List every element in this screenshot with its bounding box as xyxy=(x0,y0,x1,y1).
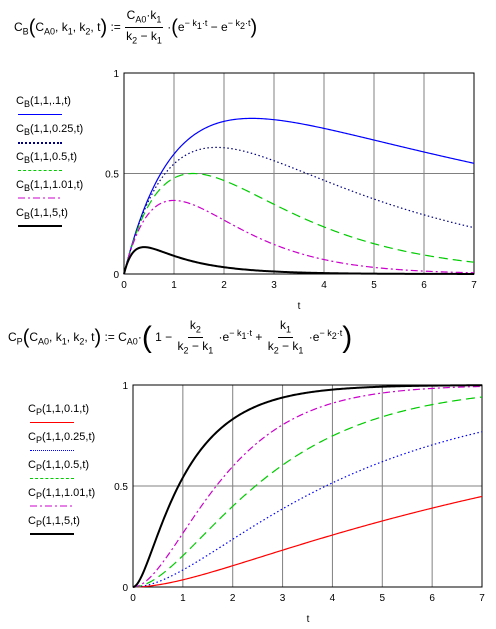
x-tick-label: 5 xyxy=(380,593,386,604)
x-tick-label: 7 xyxy=(479,593,485,604)
legend-swatch xyxy=(30,422,74,423)
series-line-0-0 xyxy=(123,117,475,275)
legend-item-cp-1: CP(1,1,0.25,t) xyxy=(28,431,128,459)
equation-cb-lhs: CB(CA0, k1, k2, t) := xyxy=(14,16,121,39)
y-tick-label: 1 xyxy=(113,69,119,80)
legend-item-cb-4: CB(1,1,5,t) xyxy=(16,207,116,235)
equation-cp-fraction-2: k1 k2 − k1 xyxy=(267,318,304,356)
series-line-0-3 xyxy=(123,199,475,275)
x-tick-label: 7 xyxy=(471,280,477,291)
legend-cb: CB(1,1,.1,t) CB(1,1,0.25,t) CB(1,1,0.5,t… xyxy=(16,95,116,235)
legend-swatch xyxy=(30,450,74,451)
legend-item-cb-3: CB(1,1,1.01,t) xyxy=(16,179,84,199)
y-tick-label: 0.5 xyxy=(114,482,128,493)
legend-item-cp-3: CP(1,1,1.01,t) xyxy=(28,487,96,507)
series-line-1-1 xyxy=(132,431,483,588)
legend-item-cp-0: CP(1,1,0.1,t) xyxy=(28,403,128,431)
x-tick-label: 6 xyxy=(429,593,435,604)
series-line-0-4 xyxy=(123,246,474,275)
y-tick-label: 0.5 xyxy=(105,170,119,181)
x-tick-label: 0 xyxy=(121,280,127,291)
y-tick-label: 1 xyxy=(122,381,128,392)
equation-cp-fraction-1: k2 k2 − k1 xyxy=(177,318,214,356)
legend-swatch xyxy=(18,114,62,115)
x-tick-label: 4 xyxy=(330,593,336,604)
x-tick-label: 1 xyxy=(180,593,186,604)
plot-frame xyxy=(132,384,483,588)
legend-item-cp-2: CP(1,1,0.5,t) xyxy=(28,459,128,487)
equation-cb: CB(CA0, k1, k2, t) := CA0·k1 k2 − k1 ·(e… xyxy=(14,8,258,46)
x-tick-label: 1 xyxy=(171,280,177,291)
x-tick-label: 3 xyxy=(271,280,277,291)
legend-swatch xyxy=(30,478,74,479)
legend-swatch xyxy=(18,225,62,227)
x-axis-title: t xyxy=(298,301,301,312)
x-axis-title: t xyxy=(307,614,310,625)
legend-item-cb-1: CB(1,1,0.25,t) xyxy=(16,123,116,151)
legend-item-cb-2: CB(1,1,0.5,t) xyxy=(16,151,116,179)
equation-cb-fraction: CA0·k1 k2 − k1 xyxy=(124,8,164,46)
series-line-1-0 xyxy=(132,495,483,588)
series-line-0-2 xyxy=(123,172,475,275)
legend-item-cp-4: CP(1,1,5,t) xyxy=(28,515,128,543)
x-tick-label: 4 xyxy=(321,280,327,291)
y-tick-label: 0 xyxy=(122,583,128,594)
series-line-1-4 xyxy=(132,384,483,588)
x-tick-label: 2 xyxy=(221,280,227,291)
x-tick-label: 3 xyxy=(280,593,286,604)
equation-cp-lhs: CP(CA0, k1, k2, t) := CA0· xyxy=(8,326,142,349)
x-tick-label: 5 xyxy=(371,280,377,291)
plot-frame xyxy=(123,72,475,275)
legend-swatch xyxy=(18,142,62,144)
legend-item-cb-0: CB(1,1,.1,t) xyxy=(16,95,116,123)
legend-cp: CP(1,1,0.1,t) CP(1,1,0.25,t) CP(1,1,0.5,… xyxy=(28,403,128,543)
series-line-0-1 xyxy=(123,146,475,275)
legend-swatch xyxy=(18,170,62,171)
y-tick-label: 0 xyxy=(113,270,119,281)
series-line-1-2 xyxy=(132,396,483,588)
legend-swatch xyxy=(30,533,74,535)
x-tick-label: 6 xyxy=(421,280,427,291)
x-tick-label: 0 xyxy=(130,593,136,604)
x-tick-label: 2 xyxy=(230,593,236,604)
series-line-1-3 xyxy=(132,385,483,588)
equation-cp: CP(CA0, k1, k2, t) := CA0·( 1 − k2 k2 − … xyxy=(8,318,353,356)
